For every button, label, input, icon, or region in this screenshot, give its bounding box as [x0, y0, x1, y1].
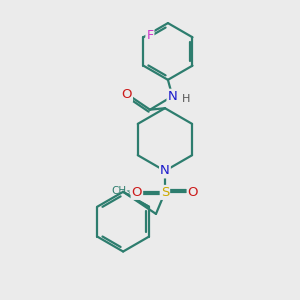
- Text: O: O: [188, 186, 198, 199]
- Text: F: F: [146, 29, 154, 42]
- Text: N: N: [167, 90, 177, 103]
- Text: O: O: [122, 88, 132, 101]
- Text: S: S: [161, 186, 169, 199]
- Text: CH₃: CH₃: [112, 186, 131, 196]
- Text: N: N: [160, 164, 170, 177]
- Text: H: H: [182, 94, 190, 103]
- Text: O: O: [132, 186, 142, 199]
